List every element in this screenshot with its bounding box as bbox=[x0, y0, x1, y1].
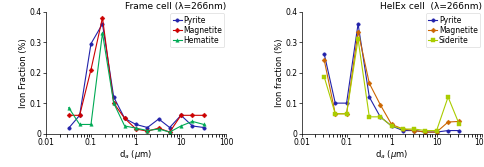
Legend: Pyrite, Magnetite, Siderite: Pyrite, Magnetite, Siderite bbox=[426, 13, 480, 47]
Siderite bbox=[344, 113, 349, 115]
Magnetite bbox=[366, 82, 372, 84]
Siderite bbox=[378, 116, 383, 118]
Line: Pyrite: Pyrite bbox=[322, 22, 461, 134]
Pyrite bbox=[355, 23, 361, 25]
Hematite bbox=[178, 125, 184, 127]
Pyrite bbox=[133, 123, 139, 125]
Pyrite bbox=[456, 130, 462, 132]
Magnetite bbox=[201, 114, 207, 116]
Magnetite bbox=[400, 128, 406, 130]
Siderite bbox=[389, 125, 394, 127]
Magnetite bbox=[378, 104, 383, 106]
Magnetite bbox=[333, 113, 338, 115]
Siderite bbox=[434, 130, 439, 132]
Magnetite bbox=[111, 102, 117, 104]
Pyrite bbox=[100, 23, 106, 25]
Line: Magnetite: Magnetite bbox=[322, 30, 461, 134]
Pyrite bbox=[434, 131, 439, 133]
Hematite bbox=[122, 125, 128, 127]
Magnetite bbox=[389, 123, 394, 125]
Pyrite bbox=[77, 114, 83, 116]
Hematite bbox=[133, 127, 139, 129]
Hematite bbox=[190, 120, 196, 122]
Line: Magnetite: Magnetite bbox=[67, 16, 205, 134]
Hematite bbox=[156, 128, 162, 130]
Pyrite bbox=[201, 126, 207, 128]
Magnetite bbox=[456, 120, 462, 122]
Legend: Pyrite, Magnetite, Hematite: Pyrite, Magnetite, Hematite bbox=[170, 13, 225, 47]
Hematite bbox=[66, 107, 72, 109]
Hematite bbox=[201, 123, 207, 125]
Line: Hematite: Hematite bbox=[67, 31, 205, 134]
Siderite bbox=[400, 128, 406, 130]
Magnetite bbox=[321, 59, 327, 61]
Siderite bbox=[321, 76, 327, 78]
Magnetite bbox=[66, 114, 72, 116]
Pyrite bbox=[66, 127, 72, 129]
Y-axis label: Iron Fraction (%): Iron Fraction (%) bbox=[19, 38, 28, 108]
Magnetite bbox=[445, 121, 451, 123]
Magnetite bbox=[355, 31, 361, 33]
Y-axis label: Iron fraction (%): Iron fraction (%) bbox=[275, 38, 284, 107]
Pyrite bbox=[411, 130, 417, 132]
Siderite bbox=[355, 38, 361, 40]
Hematite bbox=[88, 123, 94, 125]
Magnetite bbox=[100, 17, 106, 19]
Pyrite bbox=[88, 43, 94, 45]
Pyrite bbox=[378, 116, 383, 118]
Siderite bbox=[456, 123, 462, 125]
Pyrite bbox=[156, 118, 162, 120]
Magnetite bbox=[156, 127, 162, 129]
Magnetite bbox=[77, 114, 83, 116]
Pyrite bbox=[167, 126, 173, 128]
X-axis label: d$_a$ ($\mu$m): d$_a$ ($\mu$m) bbox=[120, 148, 152, 161]
Pyrite bbox=[400, 130, 406, 132]
Magnetite bbox=[167, 131, 173, 133]
Pyrite bbox=[366, 96, 372, 98]
Text: Frame cell (λ=266nm): Frame cell (λ=266nm) bbox=[125, 2, 226, 11]
Pyrite bbox=[145, 126, 151, 128]
Hematite bbox=[77, 123, 83, 125]
Siderite bbox=[366, 116, 372, 118]
Pyrite bbox=[321, 53, 327, 55]
Magnetite bbox=[190, 114, 196, 116]
Magnetite bbox=[122, 117, 128, 119]
Siderite bbox=[411, 128, 417, 130]
Text: HelEx cell  (λ=266nm): HelEx cell (λ=266nm) bbox=[379, 2, 482, 11]
Magnetite bbox=[423, 131, 428, 133]
X-axis label: d$_a$ ($\mu$m): d$_a$ ($\mu$m) bbox=[375, 148, 408, 161]
Magnetite bbox=[411, 130, 417, 132]
Hematite bbox=[145, 130, 151, 132]
Hematite bbox=[100, 32, 106, 34]
Line: Pyrite: Pyrite bbox=[67, 22, 205, 130]
Hematite bbox=[111, 102, 117, 104]
Magnetite bbox=[88, 69, 94, 71]
Siderite bbox=[423, 130, 428, 132]
Pyrite bbox=[445, 130, 451, 132]
Magnetite bbox=[434, 131, 439, 133]
Siderite bbox=[445, 96, 451, 98]
Magnetite bbox=[178, 114, 184, 116]
Hematite bbox=[167, 131, 173, 133]
Pyrite bbox=[178, 114, 184, 116]
Pyrite bbox=[333, 102, 338, 104]
Pyrite bbox=[111, 96, 117, 98]
Siderite bbox=[333, 113, 338, 115]
Magnetite bbox=[145, 130, 151, 132]
Line: Siderite: Siderite bbox=[322, 37, 461, 132]
Pyrite bbox=[344, 102, 349, 104]
Pyrite bbox=[190, 125, 196, 127]
Magnetite bbox=[344, 113, 349, 115]
Pyrite bbox=[389, 125, 394, 127]
Pyrite bbox=[122, 117, 128, 119]
Pyrite bbox=[423, 131, 428, 133]
Magnetite bbox=[133, 128, 139, 130]
